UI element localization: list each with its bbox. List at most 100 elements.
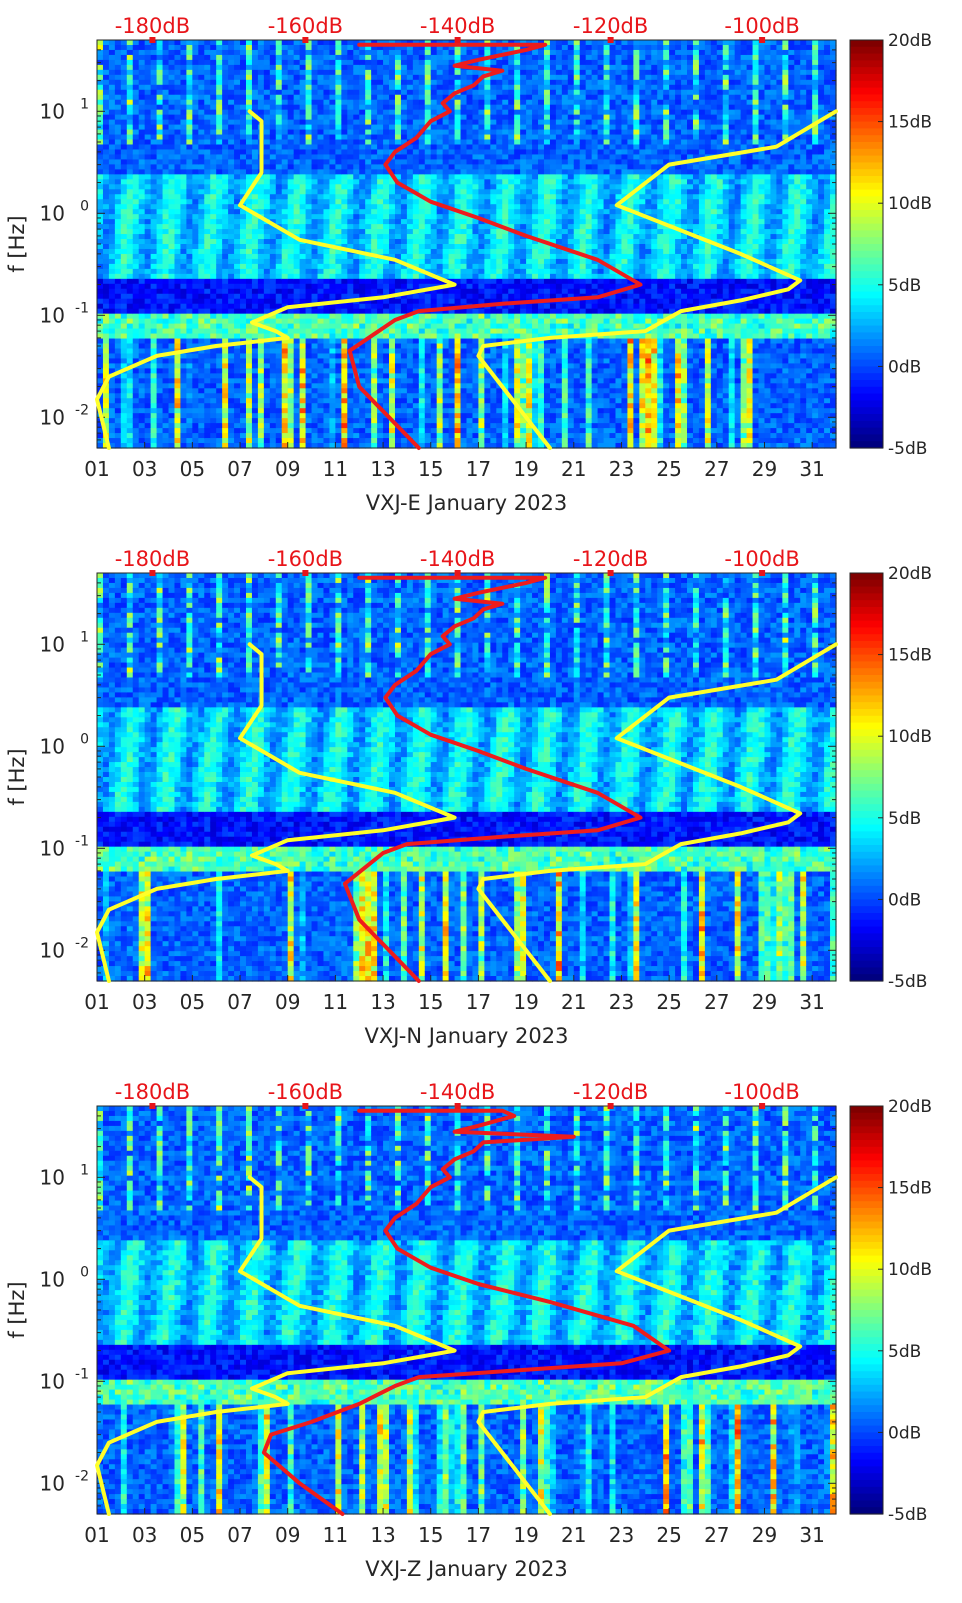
heatmap-cell <box>365 49 372 56</box>
heatmap-cell <box>293 438 301 444</box>
heatmap-cell <box>323 288 331 295</box>
heatmap-cell <box>168 94 176 101</box>
heatmap-cell <box>359 214 366 220</box>
heatmap-cell <box>383 139 390 146</box>
heatmap-cell <box>174 109 182 116</box>
heatmap-cell <box>383 308 390 315</box>
heatmap-cell <box>192 343 199 350</box>
heatmap-cell <box>394 189 402 195</box>
heatmap-cell <box>126 438 134 444</box>
heatmap-cell <box>454 104 462 111</box>
heatmap-cell <box>424 79 432 86</box>
heatmap-cell <box>335 199 342 205</box>
heatmap-cell <box>341 338 348 345</box>
heatmap-cell <box>240 69 247 76</box>
heatmap-cell <box>389 343 396 350</box>
heatmap-cell <box>323 224 331 230</box>
heatmap-cell <box>299 268 307 275</box>
heatmap-cell <box>412 119 420 126</box>
heatmap-cell <box>418 104 426 111</box>
heatmap-cell <box>311 353 319 360</box>
heatmap-cell <box>329 253 336 260</box>
heatmap-cell <box>323 398 331 404</box>
heatmap-cell <box>204 219 211 225</box>
heatmap-cell <box>383 49 390 56</box>
heatmap-cell <box>400 248 408 255</box>
heatmap-cell <box>240 258 247 265</box>
heatmap-cell <box>120 199 128 205</box>
heatmap-cell <box>317 209 325 215</box>
heatmap-cell <box>341 293 348 300</box>
heatmap-cell <box>245 423 253 429</box>
heatmap-cell <box>287 204 295 210</box>
heatmap-cell <box>126 398 134 404</box>
heatmap-cell <box>228 169 235 175</box>
heatmap-cell <box>299 59 307 66</box>
heatmap-cell <box>424 303 432 310</box>
heatmap-cell <box>287 408 295 414</box>
heatmap-cell <box>383 333 390 340</box>
heatmap-cell <box>174 229 182 235</box>
heatmap-cell <box>329 139 336 146</box>
heatmap-cell <box>412 44 420 51</box>
heatmap-cell <box>216 383 223 389</box>
heatmap-cell <box>430 244 438 250</box>
heatmap-cell <box>430 373 438 379</box>
heatmap-cell <box>108 293 116 300</box>
heatmap-cell <box>180 313 187 320</box>
heatmap-cell <box>198 358 205 365</box>
heatmap-cell <box>132 423 140 429</box>
heatmap-cell <box>365 398 372 404</box>
heatmap-cell <box>418 253 426 260</box>
heatmap-cell <box>216 209 223 215</box>
heatmap-cell <box>174 388 182 394</box>
heatmap-cell <box>448 263 456 270</box>
heatmap-cell <box>377 278 384 285</box>
heatmap-cell <box>168 54 176 61</box>
heatmap-cell <box>389 408 396 414</box>
heatmap-cell <box>168 313 176 320</box>
heatmap-cell <box>406 64 414 71</box>
heatmap-cell <box>263 174 271 180</box>
heatmap-cell <box>138 293 146 300</box>
heatmap-cell <box>186 244 193 250</box>
heatmap-cell <box>222 293 229 300</box>
heatmap-cell <box>198 273 205 280</box>
heatmap-cell <box>359 253 366 260</box>
heatmap-cell <box>192 189 199 195</box>
heatmap-cell <box>222 49 229 56</box>
heatmap-cell <box>341 258 348 265</box>
heatmap-cell <box>281 263 289 270</box>
heatmap-cell <box>108 124 116 131</box>
heatmap-cell <box>353 283 360 290</box>
heatmap-cell <box>251 258 259 265</box>
heatmap-cell <box>263 164 271 170</box>
heatmap-cell <box>317 293 325 300</box>
heatmap-cell <box>383 54 390 61</box>
heatmap-cell <box>448 358 456 365</box>
heatmap-cell <box>174 59 182 66</box>
heatmap-cell <box>418 184 426 190</box>
heatmap-cell <box>311 199 319 205</box>
heatmap-cell <box>198 184 205 190</box>
heatmap-cell <box>114 343 122 350</box>
heatmap-cell <box>97 288 104 295</box>
heatmap-cell <box>222 438 229 444</box>
heatmap-cell <box>394 358 402 365</box>
heatmap-cell <box>454 149 462 156</box>
heatmap-cell <box>347 129 354 136</box>
heatmap-cell <box>228 278 235 285</box>
heatmap-cell <box>394 298 402 305</box>
heatmap-cell <box>448 428 456 434</box>
heatmap-cell <box>132 293 140 300</box>
heatmap-cell <box>156 298 164 305</box>
heatmap-cell <box>120 209 128 215</box>
heatmap-cell <box>454 189 462 195</box>
heatmap-cell <box>412 283 420 290</box>
heatmap-cell <box>436 278 444 285</box>
heatmap-cell <box>210 204 217 210</box>
heatmap-cell <box>454 318 462 325</box>
heatmap-cell <box>102 358 110 365</box>
heatmap-cell <box>144 234 152 240</box>
heatmap-cell <box>275 433 283 439</box>
